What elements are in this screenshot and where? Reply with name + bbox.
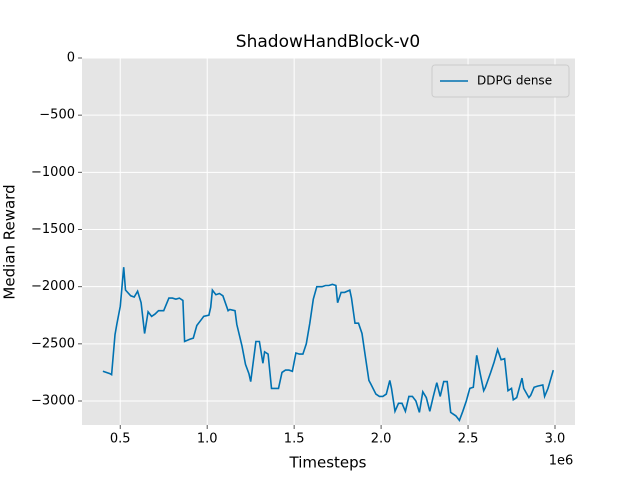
line-series [102, 267, 555, 423]
y-axis-label: Median Reward [1, 184, 19, 299]
chart-title: ShadowHandBlock-v0 [236, 32, 420, 52]
x-tick-label: 2.0 [371, 432, 392, 447]
y-tick-label: −2000 [31, 279, 75, 294]
x-offset-label: 1e6 [549, 454, 574, 469]
y-tick-label: 0 [67, 51, 75, 66]
legend-box [431, 64, 570, 98]
y-tick-label: −500 [39, 108, 75, 123]
y-tick-label: −1000 [31, 165, 75, 180]
x-tick-label: 3.0 [545, 432, 566, 447]
x-tick-label: 0.5 [110, 432, 131, 447]
x-tick-label: 2.5 [458, 432, 479, 447]
y-tick-label: −3000 [31, 393, 75, 408]
x-axis-label: Timesteps [289, 454, 367, 472]
legend-label: DDPG dense [477, 74, 552, 88]
y-tick-label: −1500 [31, 222, 75, 237]
plot-area [82, 58, 575, 425]
x-tick-label: 1.5 [284, 432, 305, 447]
y-tick-label: −2500 [31, 336, 75, 351]
x-tick-label: 1.0 [197, 432, 218, 447]
